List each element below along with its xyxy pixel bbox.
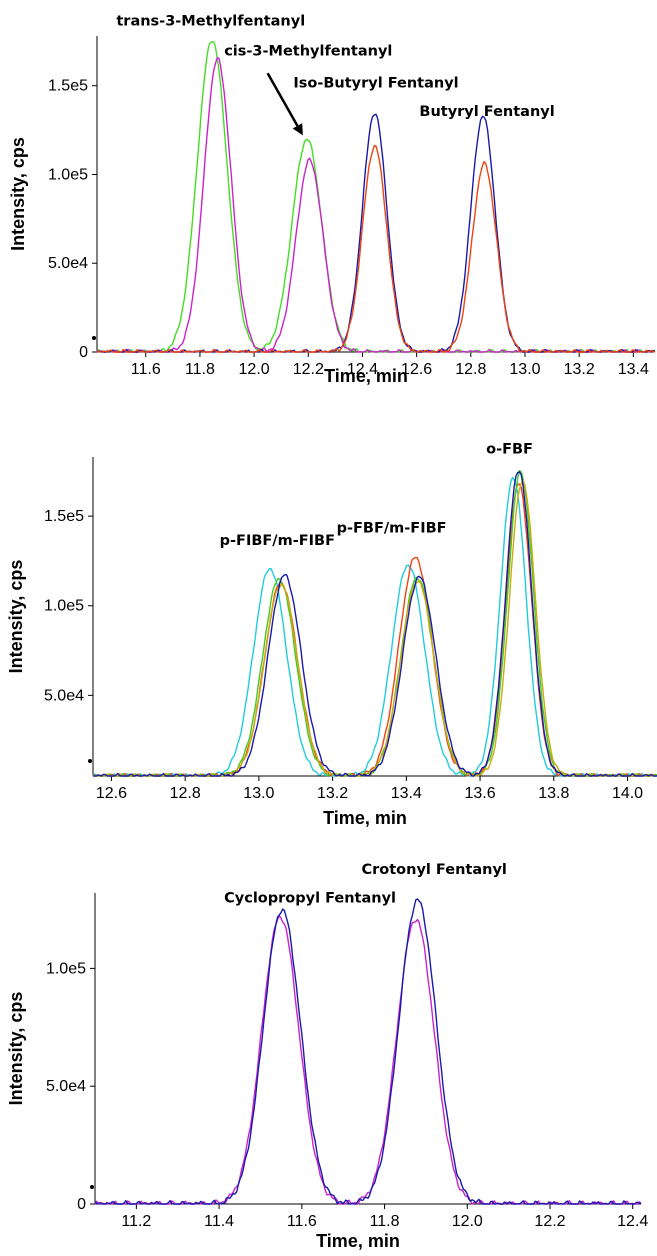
c2-y-axis-title: Intensity, cps [6,560,26,674]
c2-x-tick-label: 13.8 [538,785,569,802]
c2-x-tick-label: 12.6 [96,785,127,802]
c2-peak-annotation: p-FBF/m-FIBF [337,520,447,536]
c3-x-tick-label: 11.2 [121,1213,151,1230]
c3-x-tick-label: 11.6 [287,1213,317,1230]
c2-x-tick-label: 13.0 [243,785,274,802]
c2-y-tick-label: 1.5e5 [44,508,84,525]
c3-x-tick-label: 11.4 [204,1213,234,1230]
c1-x-tick-label: 11.8 [185,361,215,378]
c2-x-tick-label: 13.2 [317,785,348,802]
c3-peak-annotation: Cyclopropyl Fentanyl [224,890,396,906]
c3-series-trace-2 [94,898,642,1205]
c1-peak-annotation: Iso-Butyryl Fentanyl [293,75,458,91]
c1-x-tick-label: 12.2 [293,361,324,378]
c1-x-tick-label: 12.8 [455,361,486,378]
c3-y-axis-title: Intensity, cps [6,992,26,1106]
c1-x-tick-label: 11.6 [131,361,161,378]
c1-series-trace-2 [96,57,656,353]
c3-y-tick-label: 5.0e4 [46,1078,86,1095]
chart-panel-3: 0 5.0e4 1.0e5 11.2 11.4 11.6 11.8 12.0 12.2 12.4 T… [6,862,648,1251]
c1-x-tick-label: 12.6 [401,361,432,378]
c3-x-tick-label: 11.8 [370,1213,400,1230]
c1-x-tick-label: 13.0 [509,361,540,378]
c1-peak-annotation: Butyryl Fentanyl [419,104,554,120]
c3-x-tick-label: 12.2 [534,1213,565,1230]
chart-panel-2: 5.0e4 1.0e5 1.5e5 12.6 12.8 13.0 13.2 13.4 13.6 1… [6,441,657,828]
c3-peak-annotation: Crotonyl Fentanyl [361,862,506,878]
c3-y-tick-label: 0 [77,1196,86,1213]
c2-x-tick-label: 14.0 [612,785,643,802]
c1-peak-annotation: trans-3-Methylfentanyl [116,13,305,29]
c2-y-tick-label: 1.0e5 [44,598,84,615]
c2-x-tick-label: 13.4 [391,785,422,802]
c1-annotation-arrow [266,72,299,127]
c1-y-tick-label: 0 [79,344,88,361]
c3-y-tick-label: 1.0e5 [46,960,86,977]
c2-x-tick-label: 12.8 [170,785,201,802]
c1-x-axis-title: Time, min [324,366,408,386]
c3-series-trace-1 [94,915,642,1205]
c1-axis-marker-dot [92,336,96,340]
c3-axis-marker-dot [90,1185,94,1189]
c2-x-axis-title: Time, min [323,808,407,828]
c1-x-tick-label: 12.0 [239,361,270,378]
c2-y-tick-label: 5.0e4 [44,687,84,704]
c2-peak-annotation: p-FIBF/m-FIBF [220,533,335,549]
c1-peak-annotation: cis-3-Methylfentanyl [224,44,392,60]
c1-y-tick-label: 1.5e5 [48,78,88,95]
c1-x-tick-label: 12.4 [347,361,378,378]
c2-series-trace-5 [93,471,657,777]
c1-arrow-head [292,123,303,136]
c1-x-tick-label: 13.4 [618,361,649,378]
c3-x-tick-label: 12.0 [452,1213,483,1230]
c2-axis-marker-dot [88,759,92,763]
c2-peak-annotation: o-FBF [486,441,533,457]
c1-y-axis-title: Intensity, cps [8,137,28,251]
c3-x-tick-label: 12.4 [617,1213,648,1230]
c2-series-trace-3 [92,470,657,777]
c1-series-trace-4 [96,145,656,353]
c1-y-tick-label: 5.0e4 [48,255,88,272]
c3-x-axis-title: Time, min [316,1231,400,1251]
chart-panel-1: 0 5.0e4 1.0e5 1.5e5 11.6 11.8 12.0 12.2 12.4 12.6… [8,13,656,386]
c1-x-tick-label: 13.2 [564,361,595,378]
c1-y-tick-label: 1.0e5 [48,166,88,183]
c2-x-tick-label: 13.6 [464,785,495,802]
